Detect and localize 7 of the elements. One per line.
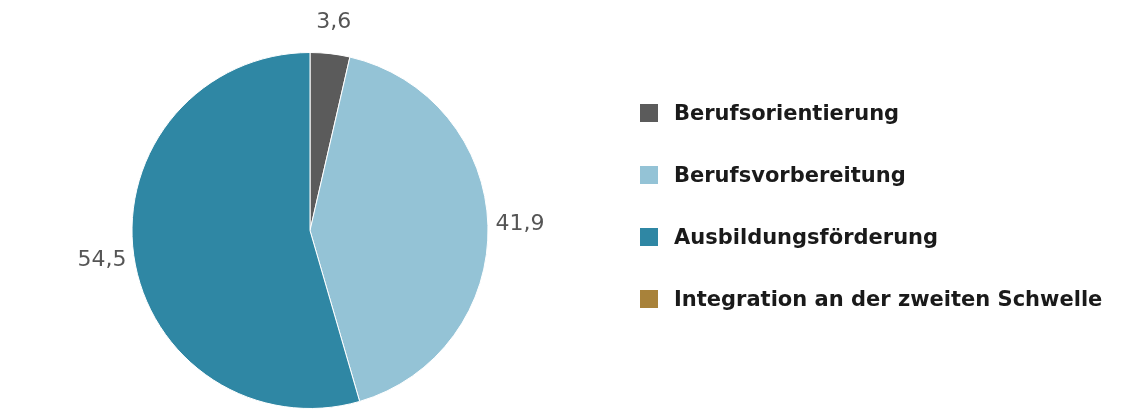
legend-label: Berufsvorbereitung <box>674 162 906 187</box>
legend-label: Berufsorientierung <box>674 100 900 125</box>
data-label: 3,6 <box>316 7 352 33</box>
legend-label: Ausbildungsförderung <box>674 224 939 249</box>
data-label: 54,5 <box>77 245 127 271</box>
legend-label: Integration an der zweiten Schwelle <box>674 286 1103 311</box>
data-label: 41,9 <box>495 210 545 236</box>
